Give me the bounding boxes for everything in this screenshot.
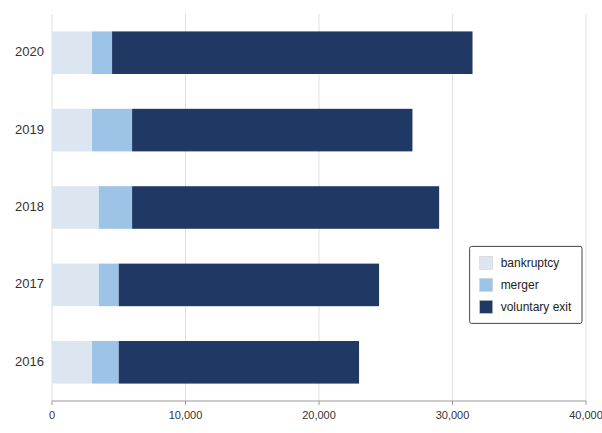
- bar-segment: [132, 109, 412, 152]
- x-tick-label: 0: [49, 409, 55, 421]
- bar-segment: [92, 341, 119, 384]
- grid-line: [586, 14, 587, 401]
- x-axis: 0 10,000 20,000 30,000 40,000: [49, 401, 602, 421]
- x-tick: [185, 401, 186, 405]
- bar-segment: [52, 31, 92, 74]
- x-tick-label: 30,000: [436, 409, 470, 421]
- y-tick-label: 2016: [15, 354, 44, 369]
- legend-swatch: [480, 278, 493, 291]
- bar-segment: [52, 341, 92, 384]
- y-axis: 2016 2017 2018 2019 2020: [15, 44, 44, 369]
- bar-segment: [112, 31, 472, 74]
- x-tick: [319, 401, 320, 405]
- bar-segment: [99, 264, 119, 307]
- legend-label: merger: [501, 278, 539, 292]
- y-tick-label: 2018: [15, 199, 44, 214]
- x-tick-label: 10,000: [169, 409, 203, 421]
- x-tick-label: 40,000: [569, 409, 602, 421]
- legend-swatch: [480, 300, 493, 313]
- x-tick: [586, 401, 587, 405]
- x-tick-label: 20,000: [302, 409, 336, 421]
- legend-box: [470, 246, 582, 323]
- bar-segment: [99, 186, 132, 229]
- bar-segment: [132, 186, 439, 229]
- bar-segment: [52, 264, 99, 307]
- y-tick-label: 2020: [15, 44, 44, 59]
- chart: 010,00020,00030,00040,000201620172018201…: [0, 0, 602, 433]
- x-axis-line: [52, 401, 586, 402]
- bars: [52, 31, 473, 383]
- y-tick-label: 2017: [15, 276, 44, 291]
- y-tick-label: 2019: [15, 122, 44, 137]
- legend-swatch: [480, 256, 493, 269]
- grid: [52, 14, 586, 401]
- bar-segment: [92, 31, 112, 74]
- bar-segment: [119, 264, 379, 307]
- x-tick: [452, 401, 453, 405]
- legend: bankruptcy merger voluntary exit: [470, 246, 582, 323]
- bar-segment: [52, 186, 99, 229]
- bar-segment: [52, 109, 92, 152]
- x-tick: [52, 401, 53, 405]
- bar-segment: [92, 109, 132, 152]
- bar-segment: [119, 341, 359, 384]
- legend-label: voluntary exit: [501, 300, 572, 314]
- legend-label: bankruptcy: [501, 256, 560, 270]
